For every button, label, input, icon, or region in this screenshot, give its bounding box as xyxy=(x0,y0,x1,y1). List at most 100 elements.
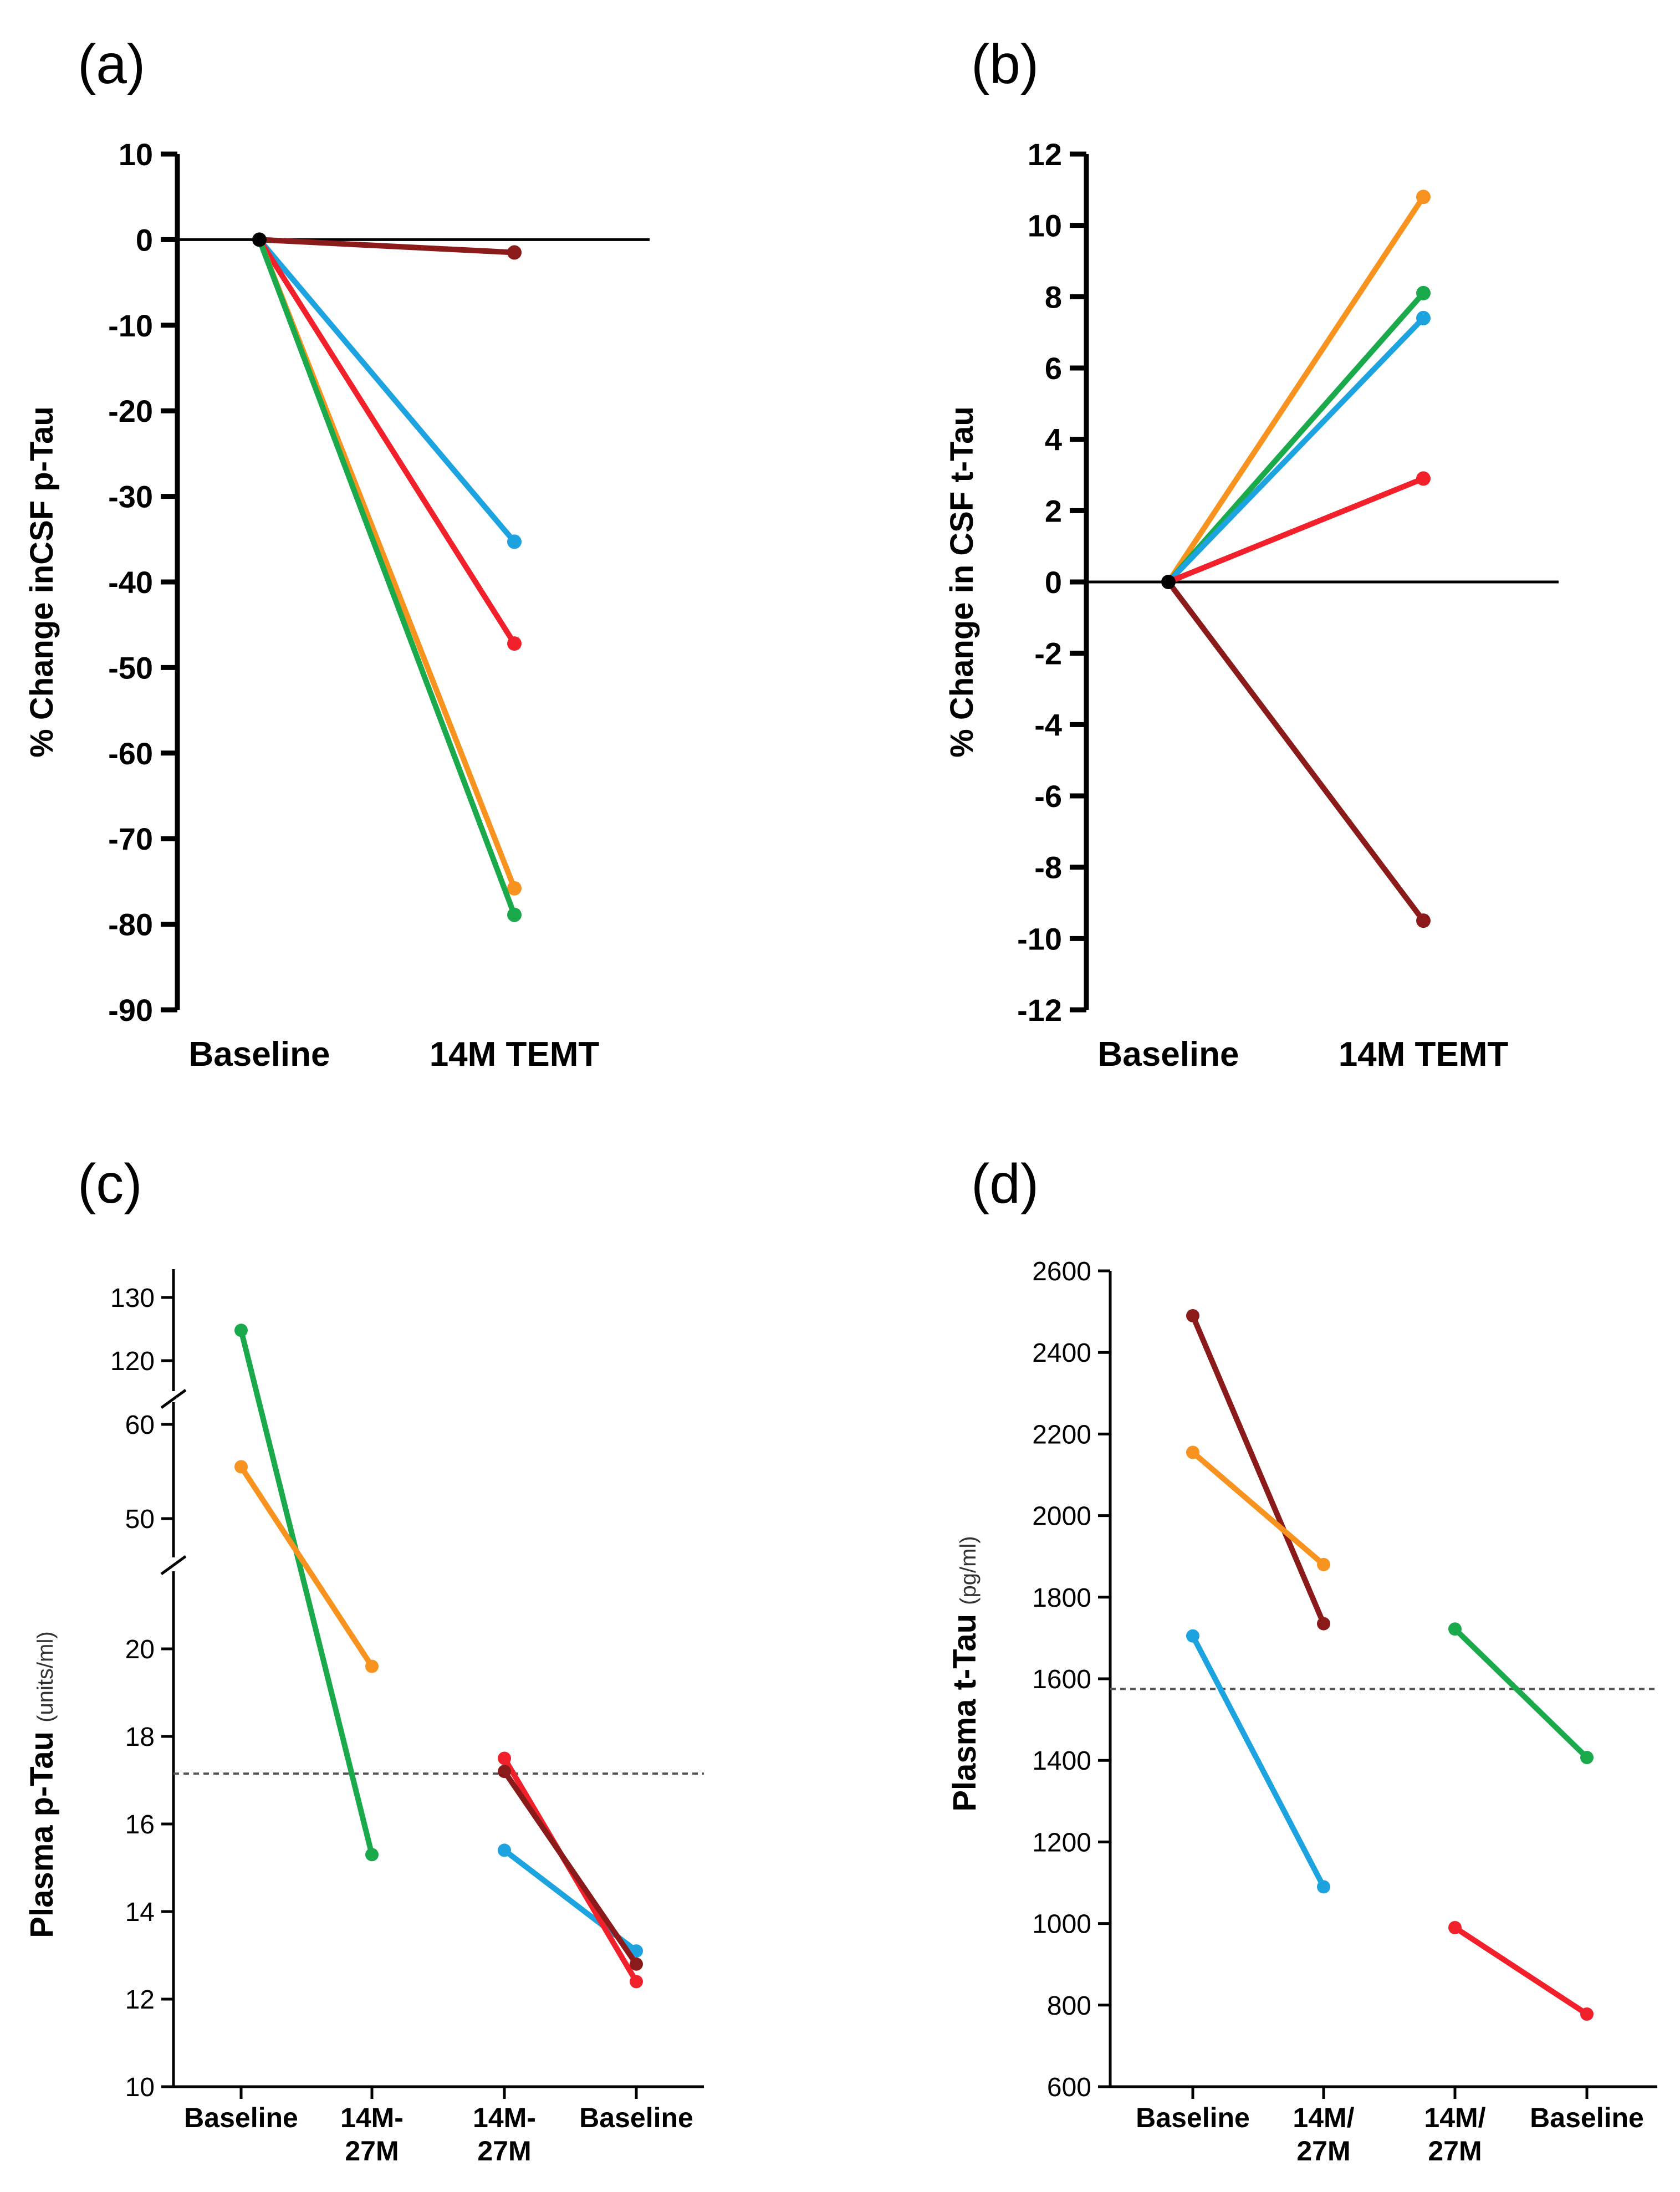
y-tick-label: -10 xyxy=(108,308,153,343)
series-point-orange xyxy=(507,881,522,896)
category-label-line: 27M xyxy=(1428,2135,1482,2167)
category-label: 14M/27M xyxy=(1293,2102,1354,2167)
series-point-blue xyxy=(1416,310,1431,325)
series-line-dark-red xyxy=(1166,579,1426,924)
series-line-dark-red xyxy=(257,237,517,256)
y-tick-label: 0 xyxy=(1045,565,1062,600)
y-tick-label: -90 xyxy=(108,993,153,1028)
y-axis-label: Plasma p-Tau (units/ml) xyxy=(24,1631,60,1938)
y-tick-label: 130 xyxy=(110,1284,155,1313)
series-point-dark-red xyxy=(507,245,522,260)
y-tick-label: 0 xyxy=(136,222,153,257)
y-tick-label: -60 xyxy=(108,736,153,771)
series-point-blue xyxy=(498,1843,511,1857)
series-point-red xyxy=(1580,2007,1594,2021)
series-point-orange xyxy=(234,1460,248,1474)
series-point-green xyxy=(1580,1751,1594,1765)
category-label-line: Baseline xyxy=(1136,2102,1250,2133)
y-tick-label: 1400 xyxy=(1032,1746,1091,1776)
series-point-dark-red xyxy=(498,1765,511,1779)
category-label: Baseline xyxy=(1136,2102,1250,2133)
category-label: Baseline xyxy=(188,1035,330,1074)
panel-label-a: (a) xyxy=(78,33,145,95)
series-point-orange xyxy=(1186,1445,1199,1459)
y-tick-label: -4 xyxy=(1034,707,1062,742)
y-tick-label: 2600 xyxy=(1032,1257,1091,1286)
baseline-point xyxy=(1161,575,1176,589)
y-tick-label: 2000 xyxy=(1032,1502,1091,1531)
y-tick-label: 2400 xyxy=(1032,1338,1091,1368)
category-label-line: 14M/ xyxy=(1424,2102,1485,2133)
series-point-red xyxy=(498,1751,511,1765)
series-point-orange xyxy=(365,1659,379,1673)
y-tick-label: -80 xyxy=(108,907,153,942)
series-point-blue xyxy=(630,1944,643,1958)
y-tick-label: 12 xyxy=(1028,137,1062,172)
y-tick-label: 10 xyxy=(119,137,153,172)
y-tick-label: 8 xyxy=(1045,279,1062,314)
y-axis-label: % Change inCSF p-Tau xyxy=(24,406,60,758)
series-line-red xyxy=(1452,1924,1590,2017)
category-label: 14M-27M xyxy=(340,2102,404,2167)
series-line-red xyxy=(1166,476,1426,585)
y-tick-label: -12 xyxy=(1017,993,1062,1028)
series-line-orange xyxy=(238,1464,375,1669)
panel-label-b: (b) xyxy=(971,33,1039,95)
y-tick-label: 10 xyxy=(1028,208,1062,243)
series-line-green xyxy=(238,1327,375,1858)
category-label: Baseline xyxy=(184,2102,298,2133)
series-point-dark-red xyxy=(1317,1617,1330,1631)
y-tick-label: 10 xyxy=(125,2073,155,2102)
y-tick-label: 2 xyxy=(1045,493,1062,528)
category-label: Baseline xyxy=(1097,1035,1239,1074)
panel-label-d: (d) xyxy=(971,1153,1039,1215)
series-line-dark-red xyxy=(1190,1312,1326,1627)
y-axis-unit: (pg/ml) xyxy=(956,1536,981,1605)
y-tick-label: 16 xyxy=(125,1810,155,1840)
category-label-line: Baseline xyxy=(184,2102,298,2133)
category-label-line: Baseline xyxy=(579,2102,693,2133)
series-point-green xyxy=(1448,1622,1462,1636)
y-tick-label: 600 xyxy=(1047,2073,1091,2102)
series-point-dark-red xyxy=(1186,1309,1199,1322)
y-tick-label: -70 xyxy=(108,821,153,856)
category-label: 14M TEMT xyxy=(430,1035,600,1074)
series-point-green xyxy=(234,1324,248,1337)
category-label-line: 14M- xyxy=(340,2102,404,2133)
category-label: Baseline xyxy=(579,2102,693,2133)
series-line-red xyxy=(257,237,517,647)
category-label-line: Baseline xyxy=(1530,2102,1644,2133)
series-point-red xyxy=(1448,1920,1462,1934)
series-point-orange xyxy=(1416,190,1431,205)
y-tick-label: -6 xyxy=(1034,779,1062,814)
series-point-green xyxy=(365,1848,379,1862)
series-point-red xyxy=(507,636,522,651)
y-tick-label: 1800 xyxy=(1032,1583,1091,1613)
y-tick-label: 1000 xyxy=(1032,1910,1091,1939)
y-tick-label: 120 xyxy=(110,1347,155,1376)
series-line-dark-red xyxy=(502,1769,639,1967)
chart-b: 12 10 8 6 4 2 0 -2 -4 -6 -8 -10 -12 Baseline 14M TEMT%… xyxy=(944,137,1559,1074)
y-axis-label-text: Plasma p-Tau xyxy=(24,1723,60,1938)
series-line-blue xyxy=(1166,315,1426,585)
category-label: 14M/27M xyxy=(1424,2102,1485,2167)
y-tick-label: -30 xyxy=(108,479,153,514)
series-line-orange xyxy=(1166,194,1426,585)
series-point-dark-red xyxy=(1416,913,1431,928)
y-tick-label: -20 xyxy=(108,394,153,428)
series-point-red xyxy=(630,1975,643,1989)
category-label-line: 14M- xyxy=(473,2102,536,2133)
y-axis-label: % Change in CSF t-Tau xyxy=(944,406,980,758)
y-tick-label: 12 xyxy=(125,1985,155,2015)
series-line-green xyxy=(1452,1626,1590,1761)
category-label: Baseline xyxy=(1530,2102,1644,2133)
y-axis-unit: (units/ml) xyxy=(33,1631,58,1722)
y-tick-label: -50 xyxy=(108,650,153,685)
series-point-orange xyxy=(1317,1557,1330,1571)
y-tick-label: 800 xyxy=(1047,1991,1091,2021)
category-label-line: 14M/ xyxy=(1293,2102,1354,2133)
series-point-green xyxy=(507,907,522,922)
series-line-orange xyxy=(1190,1449,1326,1567)
